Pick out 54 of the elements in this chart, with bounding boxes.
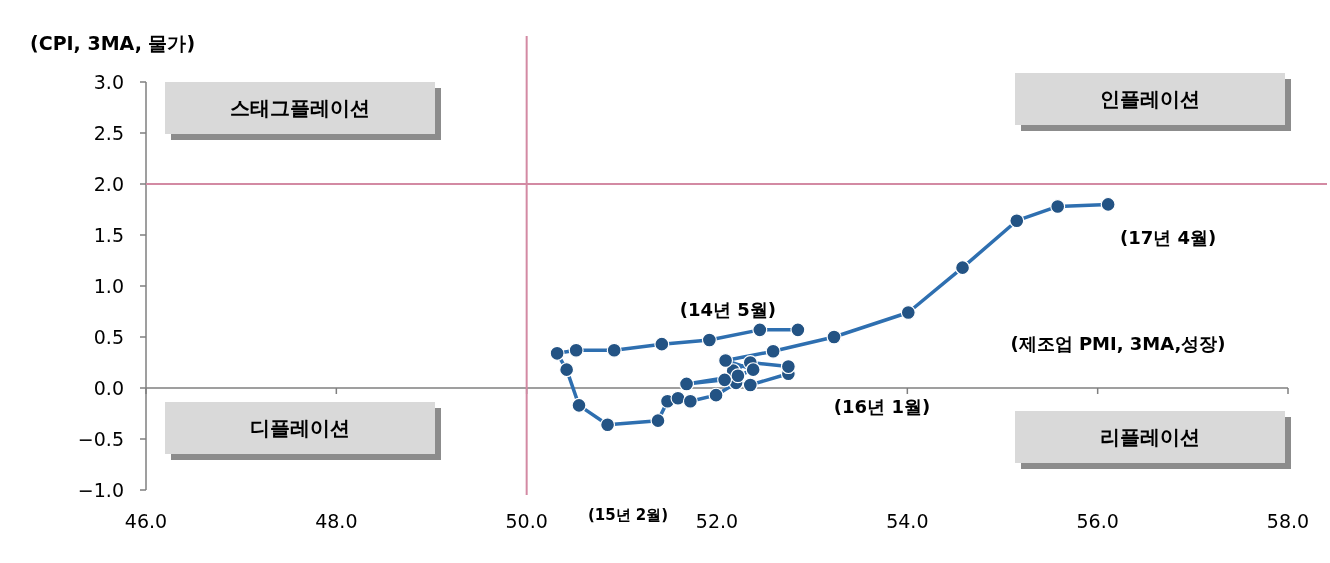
point bbox=[568, 342, 584, 358]
point bbox=[900, 305, 916, 321]
y-tick-label: 3.0 bbox=[93, 71, 124, 93]
y-tick-label: 2.0 bbox=[93, 173, 124, 195]
point bbox=[670, 390, 686, 406]
annotation: 스태그플레이션 bbox=[230, 96, 370, 120]
point bbox=[826, 329, 842, 345]
point bbox=[955, 260, 971, 276]
point bbox=[559, 362, 575, 378]
point bbox=[571, 397, 587, 413]
x-tick-label: 58.0 bbox=[1266, 510, 1310, 532]
point bbox=[600, 417, 616, 433]
point bbox=[790, 322, 806, 338]
point bbox=[1050, 198, 1066, 214]
point bbox=[765, 343, 781, 359]
point bbox=[679, 376, 695, 392]
point bbox=[1009, 213, 1025, 229]
annotation: 인플레이션 bbox=[1100, 87, 1200, 111]
x-tick-label: 50.0 bbox=[505, 510, 548, 532]
point bbox=[701, 332, 717, 348]
text: (15년 2월) bbox=[587, 506, 669, 524]
point bbox=[606, 342, 622, 358]
y-tick-label: 1.0 bbox=[93, 275, 124, 297]
y-tick-label: −1.0 bbox=[77, 479, 124, 501]
point bbox=[654, 336, 670, 352]
point bbox=[708, 387, 724, 403]
point bbox=[717, 372, 733, 388]
point bbox=[742, 377, 758, 393]
y-tick-label: 0.0 bbox=[93, 377, 124, 399]
point bbox=[730, 368, 746, 384]
point bbox=[1100, 196, 1116, 212]
annotation: (16년 1월) bbox=[833, 396, 931, 417]
y-tick-label: 2.5 bbox=[93, 122, 124, 144]
annotation: 리플레이션 bbox=[1100, 425, 1200, 449]
x-axis-title: (제조업 PMI, 3MA,성장) bbox=[1010, 333, 1226, 354]
point bbox=[650, 413, 666, 429]
annotation: (17년 4월) bbox=[1119, 227, 1217, 249]
point bbox=[718, 352, 734, 368]
x-tick-label: 56.0 bbox=[1076, 510, 1119, 532]
point bbox=[682, 393, 698, 409]
point bbox=[780, 359, 796, 375]
y-axis-title: (CPI, 3MA, 물가) bbox=[30, 32, 196, 54]
y-tick-label: 1.5 bbox=[93, 224, 124, 246]
x-tick-label: 48.0 bbox=[315, 510, 358, 532]
point bbox=[745, 362, 761, 378]
annotation: 디플레이션 bbox=[250, 416, 350, 440]
point bbox=[549, 345, 565, 361]
x-tick-label: 54.0 bbox=[886, 510, 929, 532]
y-tick-label: 0.5 bbox=[93, 326, 124, 348]
x-tick-label: 52.0 bbox=[695, 510, 739, 532]
annotation: (14년 5월) bbox=[679, 298, 777, 320]
point bbox=[752, 322, 768, 338]
y-tick-label: −0.5 bbox=[77, 428, 124, 450]
x-tick-label: 46.0 bbox=[124, 510, 168, 532]
